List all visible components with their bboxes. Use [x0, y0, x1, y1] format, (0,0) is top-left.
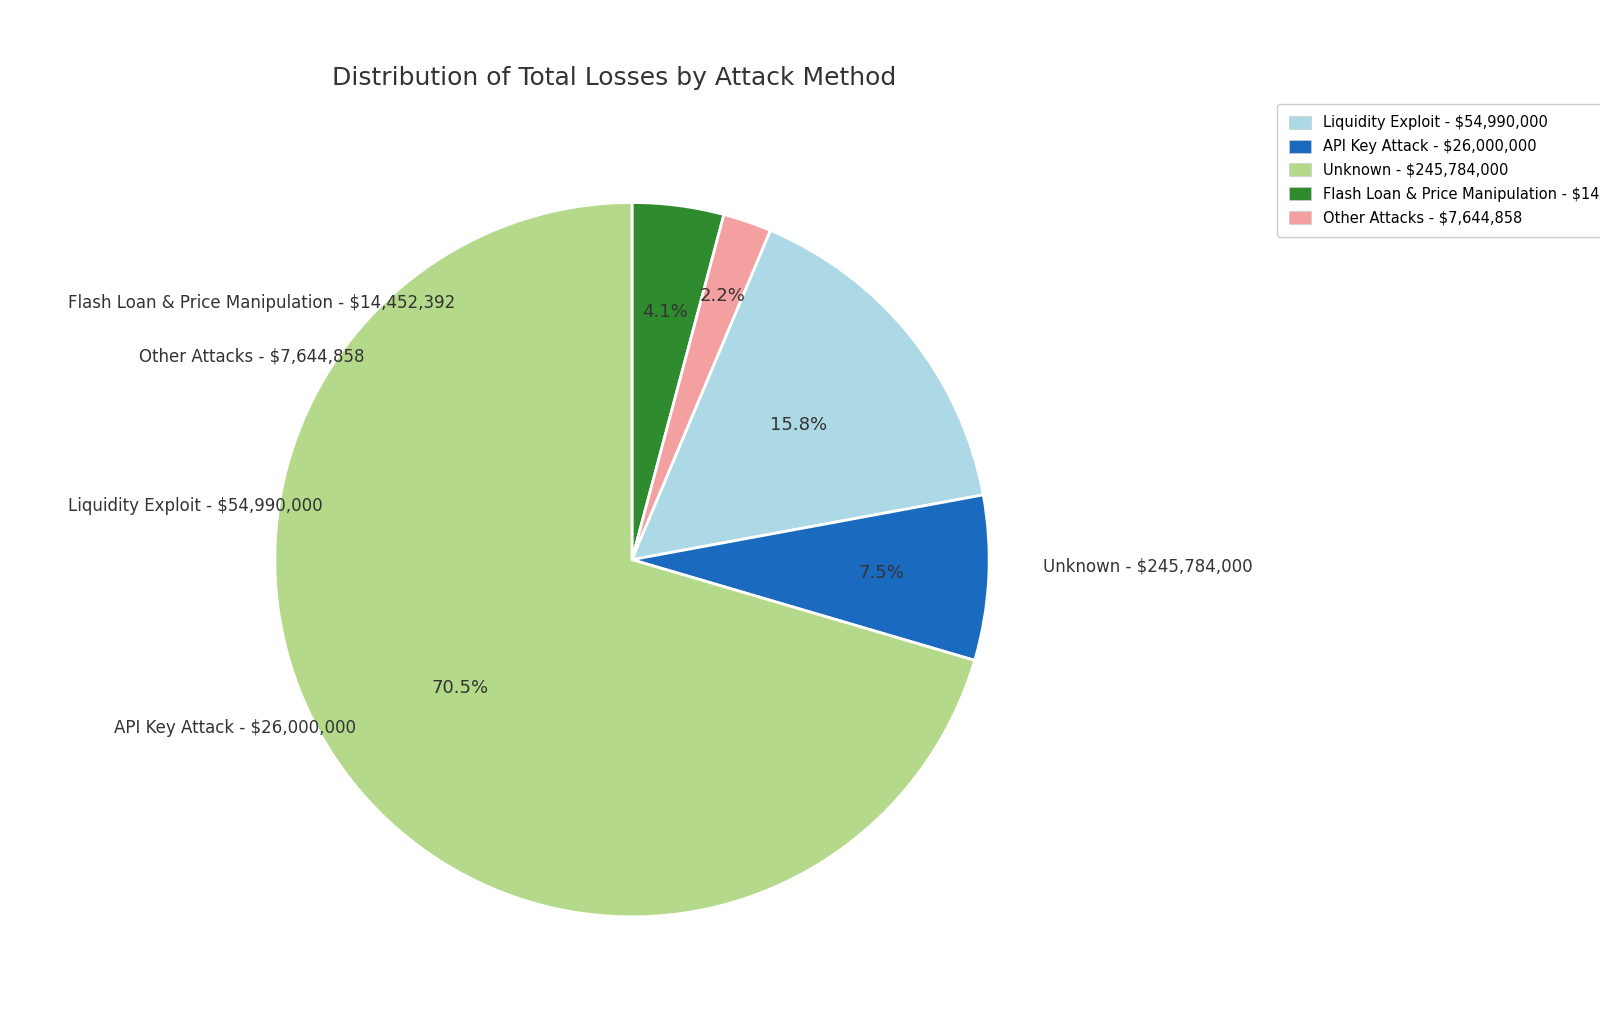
Wedge shape [632, 215, 771, 559]
Text: Other Attacks - $7,644,858: Other Attacks - $7,644,858 [139, 347, 365, 365]
Text: Unknown - $245,784,000: Unknown - $245,784,000 [1043, 557, 1253, 576]
Text: 7.5%: 7.5% [859, 564, 904, 582]
Text: Flash Loan & Price Manipulation - $14,452,392: Flash Loan & Price Manipulation - $14,45… [67, 293, 454, 312]
Text: Liquidity Exploit - $54,990,000: Liquidity Exploit - $54,990,000 [67, 497, 322, 515]
Wedge shape [632, 203, 723, 559]
Legend: Liquidity Exploit - $54,990,000, API Key Attack - $26,000,000, Unknown - $245,78: Liquidity Exploit - $54,990,000, API Key… [1277, 104, 1600, 237]
Text: API Key Attack - $26,000,000: API Key Attack - $26,000,000 [114, 718, 357, 737]
Title: Distribution of Total Losses by Attack Method: Distribution of Total Losses by Attack M… [333, 66, 896, 91]
Wedge shape [275, 203, 974, 917]
Wedge shape [632, 230, 984, 559]
Text: 2.2%: 2.2% [699, 287, 746, 305]
Text: 15.8%: 15.8% [771, 417, 827, 434]
Text: 70.5%: 70.5% [432, 679, 490, 697]
Text: 4.1%: 4.1% [642, 303, 688, 321]
Wedge shape [632, 495, 989, 660]
